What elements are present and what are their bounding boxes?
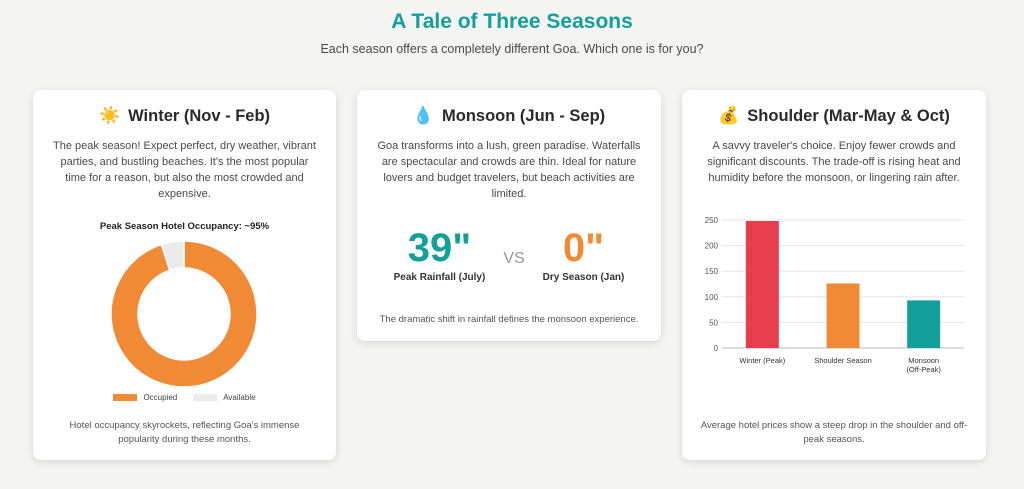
legend-swatch-available [193, 394, 218, 401]
peak-rainfall-stat: 39" Peak Rainfall (July) [394, 226, 486, 283]
sun-icon: ☀️ [98, 106, 121, 125]
peak-rainfall-value: 39" [407, 226, 472, 270]
x-tick-label: Monsoon [908, 356, 939, 365]
donut-slice-available [160, 240, 185, 272]
legend-label-available: Available [223, 393, 256, 402]
bar [745, 221, 779, 348]
shoulder-title-text: Shoulder (Mar-May & Oct) [747, 106, 950, 125]
bar [826, 283, 860, 348]
y-tick-label: 250 [705, 216, 719, 225]
occupancy-chart-title: Peak Season Hotel Occupancy: ~95% [99, 221, 270, 232]
dry-season-label: Dry Season (Jan) [542, 272, 625, 283]
shoulder-card: 💰 Shoulder (Mar-May & Oct) A savvy trave… [682, 90, 986, 460]
money-bag-icon: 💰 [718, 106, 740, 125]
legend-swatch-occupied [113, 394, 138, 401]
occupancy-donut-chart [110, 240, 258, 388]
winter-card-title: ☀️ Winter (Nov - Feb) [33, 106, 336, 126]
legend-item-available: Available [193, 393, 256, 402]
x-tick-label: Shoulder Season [814, 356, 872, 365]
shoulder-card-title: 💰 Shoulder (Mar-May & Oct) [682, 106, 986, 126]
rainfall-stats: 39" Peak Rainfall (July) VS 0" Dry Seaso… [357, 226, 661, 283]
winter-description: The peak season! Expect perfect, dry wea… [53, 140, 316, 200]
y-tick-label: 150 [705, 267, 719, 276]
monsoon-card-title: 💧 Monsoon (Jun - Sep) [357, 106, 661, 126]
legend-item-occupied: Occupied [113, 393, 177, 402]
winter-footer: Hotel occupancy skyrockets, reflecting G… [69, 420, 300, 445]
monsoon-footer: The dramatic shift in rainfall defines t… [379, 314, 639, 325]
winter-card: ☀️ Winter (Nov - Feb) The peak season! E… [33, 90, 336, 460]
legend-label-occupied: Occupied [143, 393, 178, 402]
x-tick-label: Winter (Peak) [739, 356, 785, 365]
x-tick-label: (Off-Peak) [906, 365, 941, 374]
shoulder-footer: Average hotel prices show a steep drop i… [700, 420, 968, 445]
monsoon-card: 💧 Monsoon (Jun - Sep) Goa transforms int… [357, 90, 661, 341]
vs-label: VS [503, 250, 525, 267]
monsoon-title-text: Monsoon (Jun - Sep) [442, 106, 606, 125]
dry-season-stat: 0" Dry Season (Jan) [543, 226, 625, 283]
y-tick-label: 50 [709, 318, 718, 327]
occupancy-legend: Occupied Available [33, 393, 336, 402]
dry-season-value: 0" [562, 226, 605, 270]
page-subtitle: Each season offers a completely differen… [320, 42, 704, 56]
y-tick-label: 0 [714, 344, 719, 353]
bar [907, 300, 941, 348]
donut-slice-occupied [110, 240, 258, 388]
hotel-price-bar-chart: 0 50 100 150 200 250 Winter (Peak) Shoulder Sea… [705, 216, 964, 374]
y-tick-label: 100 [705, 293, 719, 302]
water-drop-icon: 💧 [412, 106, 434, 125]
winter-title-text: Winter (Nov - Feb) [128, 106, 271, 125]
y-tick-label: 200 [705, 242, 719, 251]
page-title: A Tale of Three Seasons [391, 10, 633, 33]
page-header: A Tale of Three Seasons Each season offe… [0, 8, 1024, 56]
monsoon-description: Goa transforms into a lush, green paradi… [377, 140, 641, 200]
shoulder-description: A savvy traveler's choice. Enjoy fewer c… [707, 140, 961, 184]
peak-rainfall-label: Peak Rainfall (July) [393, 272, 486, 283]
